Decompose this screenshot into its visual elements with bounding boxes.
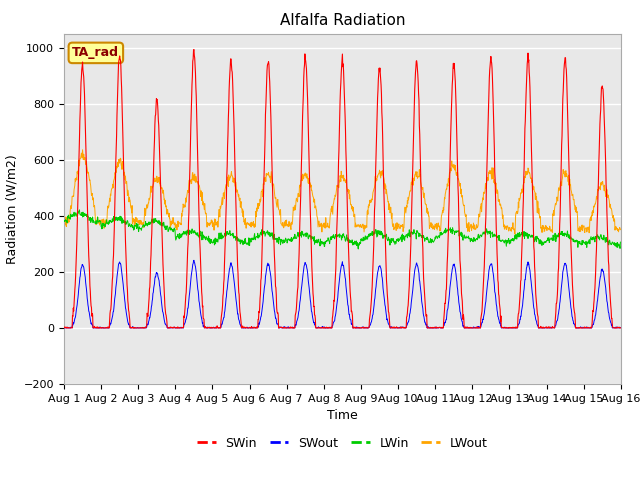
LWout [60, 217, 68, 223]
Text: TA_rad: TA_rad [72, 47, 119, 60]
LWout [551, 203, 559, 208]
SWout [502, 325, 509, 331]
LWout [511, 231, 518, 237]
SWin [61, 325, 68, 331]
Line: LWout: LWout [64, 150, 620, 234]
Line: SWout: SWout [64, 260, 620, 328]
SWin [184, 240, 192, 245]
LWout [79, 147, 86, 153]
LWin [76, 207, 83, 213]
Line: SWin: SWin [64, 49, 620, 328]
SWin [60, 324, 68, 330]
Legend: SWin, SWout, LWin, LWout: SWin, SWout, LWin, LWout [192, 432, 493, 455]
LWout [171, 221, 179, 227]
LWin [355, 246, 362, 252]
X-axis label: Time: Time [327, 409, 358, 422]
LWin [246, 238, 254, 244]
LWin [171, 226, 179, 232]
LWin [616, 239, 624, 245]
Line: LWin: LWin [64, 210, 620, 249]
LWout [616, 227, 624, 232]
LWout [429, 226, 436, 232]
SWout [60, 325, 68, 331]
SWout [551, 325, 559, 331]
LWin [429, 240, 437, 245]
Y-axis label: Radiation (W/m2): Radiation (W/m2) [5, 154, 18, 264]
SWin [247, 325, 255, 331]
SWin [171, 324, 179, 330]
LWin [184, 230, 192, 236]
SWout [246, 325, 254, 331]
LWout [184, 188, 192, 194]
SWin [551, 320, 559, 325]
LWout [502, 224, 509, 230]
SWout [170, 325, 178, 331]
LWin [60, 218, 68, 224]
LWin [502, 240, 510, 246]
LWin [551, 230, 559, 236]
LWout [246, 220, 254, 226]
SWout [190, 257, 198, 263]
Title: Alfalfa Radiation: Alfalfa Radiation [280, 13, 405, 28]
SWin [429, 325, 437, 331]
SWout [616, 325, 624, 331]
SWin [190, 47, 198, 52]
SWout [184, 305, 191, 311]
SWin [502, 324, 510, 330]
SWout [429, 324, 436, 330]
SWin [616, 325, 624, 331]
